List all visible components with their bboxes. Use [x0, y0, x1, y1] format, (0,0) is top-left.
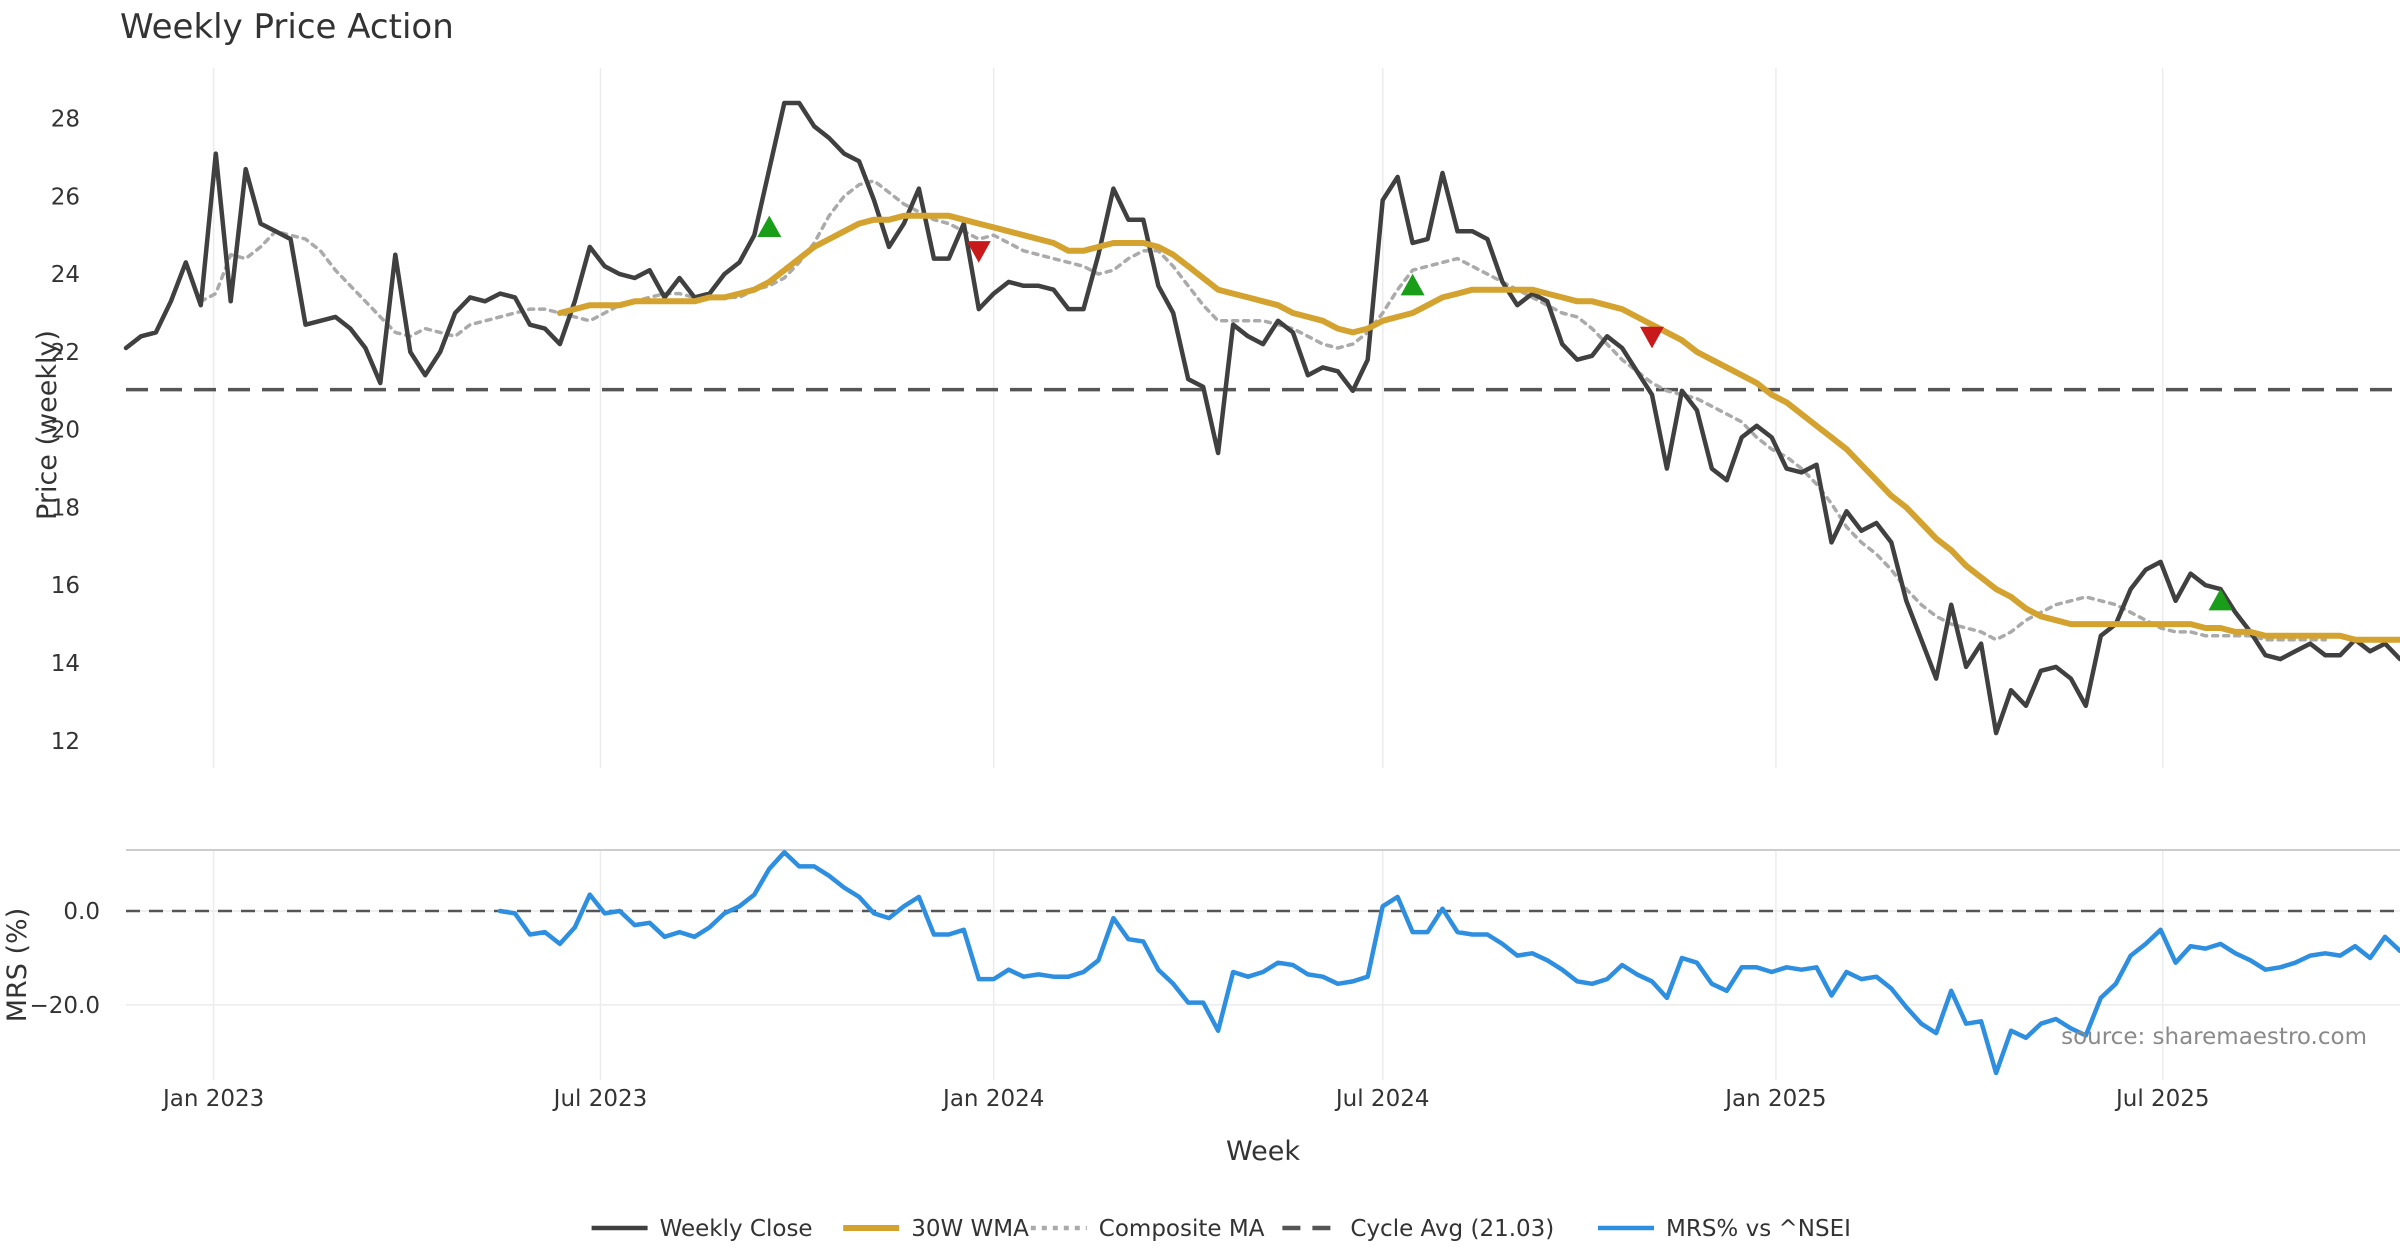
- buy-signal-marker: [757, 215, 782, 238]
- price-y-ticks: 12 14 16 18 20 22 24 26 28: [51, 107, 80, 755]
- x-tick-label: Jul 2024: [1334, 1086, 1430, 1112]
- x-tick-label: Jan 2025: [1723, 1086, 1826, 1112]
- price-y-tick-label: 14: [51, 651, 80, 677]
- x-axis-ticks: Jan 2023 Jul 2023 Jan 2024 Jul 2024 Jan 2025…: [161, 1086, 2210, 1112]
- legend-label-wma-30: 30W WMA: [911, 1216, 1029, 1242]
- price-y-tick-label: 12: [51, 729, 80, 755]
- mrs-line: [497, 850, 2400, 1076]
- composite-ma-line: [199, 179, 2327, 642]
- price-series-layer: [123, 100, 2400, 736]
- mrs-y-tick-label: 0.0: [63, 899, 100, 925]
- price-y-tick-label: 22: [51, 340, 80, 366]
- legend-label-composite-ma: Composite MA: [1099, 1216, 1265, 1242]
- price-y-tick-label: 28: [51, 107, 80, 133]
- legend-label-mrs: MRS% vs ^NSEI: [1666, 1216, 1851, 1242]
- x-tick-label: Jul 2023: [552, 1086, 648, 1112]
- mrs-y-ticks: 0.0 −20.0: [30, 899, 100, 1019]
- buy-signal-marker: [1400, 273, 1425, 296]
- legend-label-weekly-close: Weekly Close: [660, 1216, 813, 1242]
- mrs-y-axis-label: MRS (%): [2, 908, 33, 1023]
- price-gridlines: [212, 68, 2164, 768]
- sell-signal-marker: [966, 241, 991, 263]
- price-y-tick-label: 26: [51, 184, 80, 210]
- wma-30-line: [556, 212, 2400, 643]
- source-note: source: sharemaestro.com: [2061, 1024, 2367, 1050]
- price-y-tick-label: 16: [51, 573, 80, 599]
- x-tick-label: Jan 2023: [161, 1086, 264, 1112]
- chart-title: Weekly Price Action: [120, 7, 454, 47]
- buy-signal-marker: [2208, 588, 2233, 611]
- x-tick-label: Jul 2025: [2114, 1086, 2210, 1112]
- mrs-series-layer: [126, 850, 2400, 1076]
- mrs-y-tick-label: −20.0: [30, 993, 100, 1019]
- price-y-tick-label: 24: [51, 262, 80, 288]
- signal-markers: [757, 215, 2233, 611]
- chart-legend: Weekly Close 30W WMA Composite MA Cycle Avg…: [591, 1216, 1851, 1242]
- price-y-tick-label: 20: [51, 418, 80, 444]
- x-axis-label: Week: [1226, 1136, 1300, 1167]
- weekly-close-line: [123, 100, 2400, 736]
- sell-signal-marker: [1639, 326, 1664, 349]
- x-tick-label: Jan 2024: [941, 1086, 1044, 1112]
- legend-label-cycle-avg: Cycle Avg (21.03): [1350, 1216, 1554, 1242]
- price-y-tick-label: 18: [51, 495, 80, 521]
- price-y-axis-label: Price (weekly): [32, 330, 63, 520]
